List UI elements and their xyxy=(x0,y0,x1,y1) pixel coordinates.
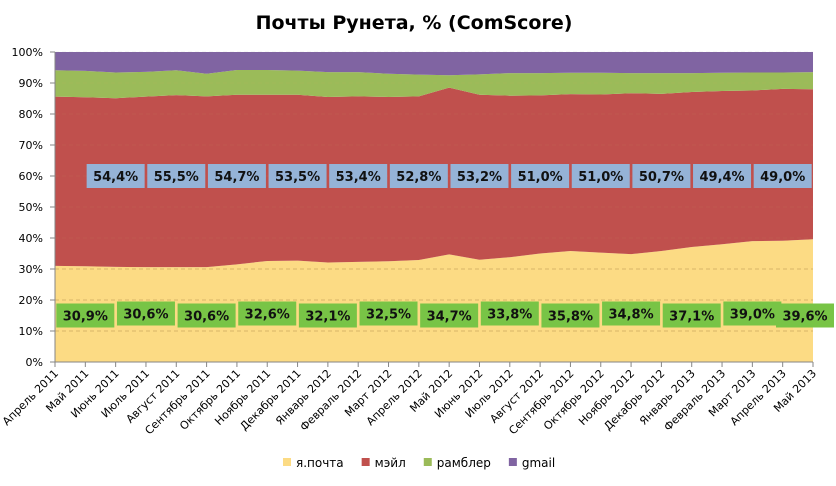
data-label-я.почта: 39,0% xyxy=(730,308,775,323)
legend-label-мэйл: мэйл xyxy=(375,456,406,470)
data-label-мэйл: 55,5% xyxy=(154,170,199,185)
data-label-я.почта: 34,7% xyxy=(427,310,472,325)
data-label-я.почта: 39,6% xyxy=(782,310,827,325)
data-label-я.почта: 37,1% xyxy=(669,310,714,325)
data-label-я.почта-box xyxy=(298,303,357,328)
data-label-я.почта-box xyxy=(238,301,297,326)
data-label-мэйл: 53,4% xyxy=(336,170,381,185)
data-label-мэйл-box xyxy=(86,164,145,188)
y-tick-label: 40% xyxy=(19,232,43,245)
legend-label-gmail: gmail xyxy=(522,456,555,470)
data-label-мэйл: 52,8% xyxy=(396,170,441,185)
y-tick-label: 70% xyxy=(19,139,43,152)
data-label-я.почта: 30,6% xyxy=(184,310,229,325)
data-label-мэйл-box xyxy=(329,164,388,188)
data-label-я.почта-box xyxy=(56,303,115,328)
data-label-я.почта: 30,6% xyxy=(123,308,168,323)
data-label-я.почта: 35,8% xyxy=(548,310,593,325)
area-рамблер xyxy=(55,69,813,99)
data-label-мэйл: 51,0% xyxy=(518,170,563,185)
data-label-я.почта-box xyxy=(116,301,175,326)
y-tick-label: 50% xyxy=(19,201,43,214)
data-labels: 30,9% 30,6% 30,6% 32,6% 32,1% 32,5% 34,7% 33,8%… xyxy=(56,164,834,328)
legend-swatch-gmail xyxy=(508,458,517,466)
data-label-мэйл: 53,2% xyxy=(457,170,502,185)
legend-swatch-мэйл xyxy=(361,458,370,466)
data-label-мэйл: 54,4% xyxy=(93,170,138,185)
y-tick-label: 60% xyxy=(19,170,43,183)
data-label-мэйл: 49,0% xyxy=(760,170,805,185)
data-label-мэйл: 50,7% xyxy=(639,170,684,185)
data-label-я.почта: 34,8% xyxy=(609,308,654,323)
data-label-я.почта-box xyxy=(602,301,661,326)
data-label-я.почта-box xyxy=(662,303,721,328)
data-label-мэйл: 49,4% xyxy=(699,170,744,185)
legend-swatch-рамблер xyxy=(423,458,432,466)
data-label-мэйл-box xyxy=(753,164,812,188)
data-label-мэйл-box xyxy=(268,164,327,188)
data-label-мэйл-box xyxy=(207,164,266,188)
data-label-я.почта: 33,8% xyxy=(487,308,532,323)
y-tick-label: 90% xyxy=(19,77,43,90)
data-label-я.почта: 32,6% xyxy=(245,308,290,323)
data-label-я.почта: 32,5% xyxy=(366,308,411,323)
data-label-я.почта: 32,1% xyxy=(305,310,350,325)
data-label-я.почта-box xyxy=(177,303,236,328)
legend-label-я.почта: я.почта xyxy=(296,456,344,470)
data-label-мэйл-box xyxy=(571,164,630,188)
data-label-я.почта-box xyxy=(359,301,418,326)
data-label-я.почта-box xyxy=(480,301,539,326)
y-tick-label: 30% xyxy=(19,263,43,276)
chart-title: Почты Рунета, % (ComScore) xyxy=(256,12,573,34)
data-label-мэйл-box xyxy=(632,164,691,188)
data-label-я.почта: 30,9% xyxy=(63,310,108,325)
area-gmail xyxy=(55,52,813,76)
data-label-мэйл-box xyxy=(389,164,448,188)
y-tick-label: 10% xyxy=(19,325,43,338)
y-tick-label: 100% xyxy=(12,46,43,59)
y-tick-label: 0% xyxy=(26,356,43,369)
legend: я.почта мэйл рамблер gmail xyxy=(283,456,555,470)
data-label-я.почта-box xyxy=(723,301,782,326)
data-label-я.почта-box xyxy=(420,303,479,328)
data-label-мэйл: 51,0% xyxy=(578,170,623,185)
data-label-я.почта-box xyxy=(776,303,834,328)
data-label-мэйл-box xyxy=(147,164,206,188)
data-label-мэйл: 54,7% xyxy=(214,170,259,185)
y-tick-label: 80% xyxy=(19,108,43,121)
data-label-мэйл: 53,5% xyxy=(275,170,320,185)
data-label-мэйл-box xyxy=(511,164,570,188)
legend-label-рамблер: рамблер xyxy=(437,456,491,470)
data-label-мэйл-box xyxy=(450,164,509,188)
data-label-я.почта-box xyxy=(541,303,600,328)
y-tick-label: 20% xyxy=(19,294,43,307)
data-label-мэйл-box xyxy=(693,164,752,188)
legend-swatch-я.почта xyxy=(283,458,291,466)
